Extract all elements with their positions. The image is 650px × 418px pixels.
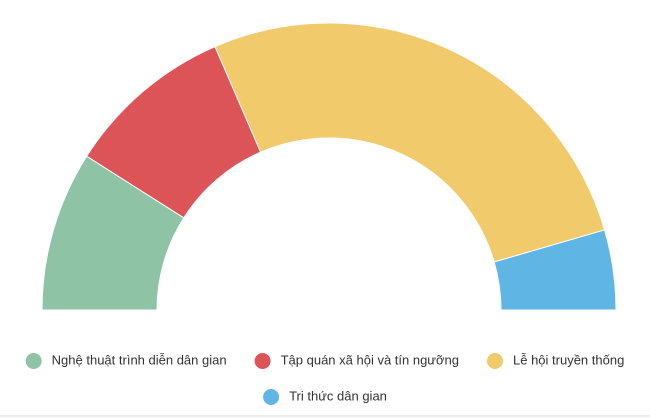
- legend-label[interactable]: Nghệ thuật trình diễn dân gian: [52, 352, 227, 367]
- segment: [493, 229, 617, 311]
- legend-marker[interactable]: [254, 353, 271, 369]
- legend-marker[interactable]: [487, 353, 504, 369]
- legend-marker[interactable]: [25, 353, 42, 369]
- segment: [214, 22, 606, 263]
- legend-label[interactable]: Lễ hội truyền thống: [513, 352, 624, 367]
- legend-marker[interactable]: [263, 389, 280, 405]
- legend-label[interactable]: Tập quán xã hội và tín ngưỡng: [281, 352, 459, 367]
- legend-label[interactable]: Tri thức dân gian: [289, 388, 387, 403]
